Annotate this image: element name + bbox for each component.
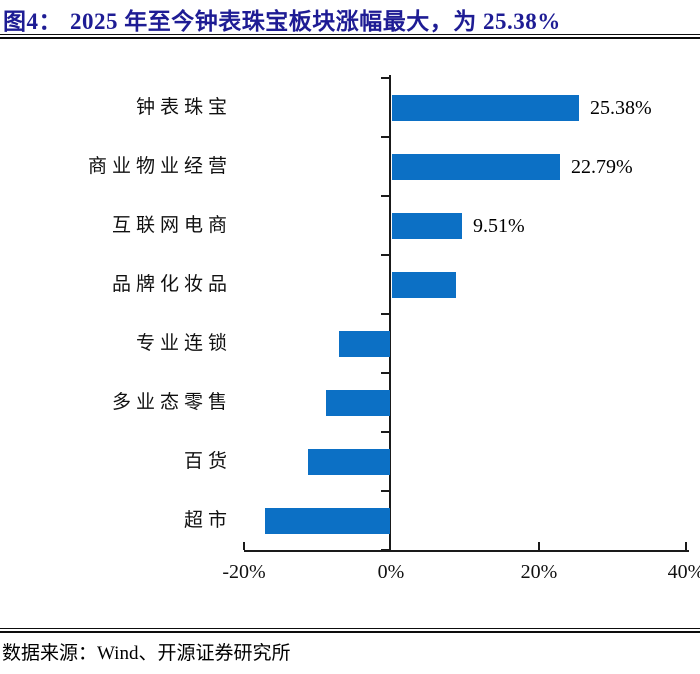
category-label: 商业物业经营	[87, 155, 232, 177]
y-axis-tick	[381, 254, 389, 256]
value-label: 25.38%	[590, 96, 652, 119]
figure-title-text: 2025 年至今钟表珠宝板块涨幅最大，为 25.38%	[70, 9, 561, 34]
category-label: 品牌化妆品	[111, 273, 232, 295]
bar	[392, 213, 462, 239]
bar	[392, 272, 456, 298]
bar	[265, 508, 390, 534]
category-label: 百货	[183, 450, 232, 472]
figure-number-label: 图4：	[3, 9, 62, 34]
bar	[326, 390, 390, 416]
footer-divider-line	[0, 628, 700, 633]
x-axis-tick-label: 0%	[377, 561, 405, 583]
figure-title: 图4： 2025 年至今钟表珠宝板块涨幅最大，为 25.38%	[3, 2, 561, 36]
x-axis-tick	[685, 542, 687, 550]
category-label: 多业态零售	[111, 391, 232, 413]
x-axis-tick-label: 20%	[520, 561, 558, 583]
bar	[308, 449, 390, 475]
x-axis-line	[244, 550, 689, 552]
category-label: 超市	[183, 509, 232, 531]
y-axis-tick	[381, 136, 389, 138]
y-axis-tick	[381, 195, 389, 197]
bar	[392, 154, 560, 180]
y-axis-tick	[381, 431, 389, 433]
y-axis-tick	[381, 77, 389, 79]
bar-chart: 钟表珠宝 25.38% 商业物业经营 22.79% 互联网电商 9.51% 品牌化妆品专业连…	[0, 40, 700, 625]
y-axis-tick	[381, 313, 389, 315]
bar	[392, 95, 579, 121]
y-axis-tick	[381, 490, 389, 492]
value-label: 22.79%	[571, 155, 633, 178]
x-axis-tick-label: -20%	[222, 561, 266, 583]
category-label: 专业连锁	[135, 332, 232, 354]
value-label: 9.51%	[473, 214, 525, 237]
category-label: 钟表珠宝	[135, 96, 232, 118]
x-axis-tick	[243, 542, 245, 550]
title-divider-line	[0, 34, 700, 39]
bar	[339, 331, 390, 357]
x-axis-tick	[538, 542, 540, 550]
y-axis-line	[389, 75, 391, 552]
data-source-text: 数据来源：Wind、开源证券研究所	[2, 643, 291, 664]
x-axis-tick-label: 40%	[667, 561, 700, 583]
y-axis-tick	[381, 372, 389, 374]
category-label: 互联网电商	[111, 214, 232, 236]
